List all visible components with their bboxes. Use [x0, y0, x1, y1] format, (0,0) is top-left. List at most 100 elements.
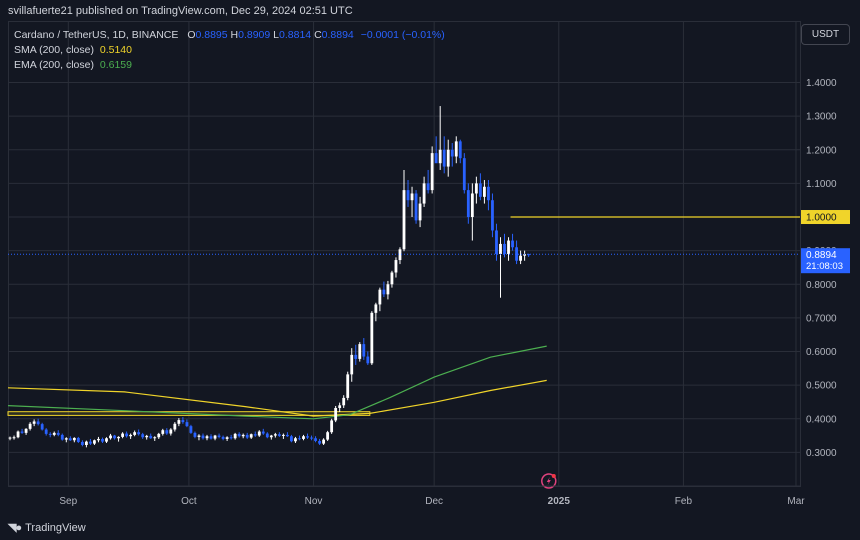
- ema-label: EMA (200, close): [14, 59, 94, 71]
- time-tick-label: Feb: [675, 496, 693, 507]
- low-value: 0.8814: [279, 29, 312, 41]
- candle-body: [189, 426, 193, 433]
- candle-body: [491, 200, 494, 231]
- event-dot: [551, 474, 556, 478]
- candle-body: [430, 153, 434, 191]
- candle-body: [342, 397, 346, 406]
- candle-body: [310, 437, 313, 439]
- candle-body: [253, 434, 257, 436]
- sma-line: [7, 379, 547, 417]
- ema-value: 0.6159: [99, 59, 132, 71]
- candle-body: [281, 434, 285, 436]
- events-lightning-icon: [541, 473, 557, 489]
- candle-body: [418, 203, 422, 221]
- price-tick-label: 0.5000: [806, 381, 837, 392]
- candle-body: [193, 432, 197, 437]
- candle-body: [374, 304, 378, 313]
- symbol-title[interactable]: Cardano / TetherUS, 1D, BINANCE: [14, 29, 179, 41]
- candle-body: [390, 272, 394, 285]
- candle-body: [109, 435, 112, 439]
- sma-row[interactable]: SMA (200, close) 0.5140: [14, 43, 445, 58]
- candle-body: [378, 289, 382, 305]
- publisher-text: svillafuerte21 published on TradingView.…: [8, 5, 353, 17]
- time-tick-label: 2025: [548, 496, 571, 507]
- candle-body: [446, 149, 450, 167]
- candle-body: [129, 434, 133, 437]
- ema-row[interactable]: EMA (200, close) 0.6159: [14, 58, 445, 73]
- candle-body: [511, 240, 514, 248]
- candle-body: [157, 433, 161, 438]
- candle-body: [117, 436, 120, 439]
- candle-body: [249, 434, 253, 438]
- price-tick-label: 0.4000: [806, 414, 837, 425]
- candle-body: [450, 149, 454, 157]
- candle-body: [294, 438, 297, 442]
- candle-body: [382, 289, 386, 295]
- candle-body: [68, 438, 72, 441]
- candle-body: [181, 420, 185, 423]
- candle-body: [93, 440, 96, 444]
- candle-body: [56, 432, 60, 435]
- candle-body: [458, 141, 462, 159]
- candle-body: [466, 190, 470, 218]
- time-tick-label: Oct: [181, 496, 197, 507]
- candle-body: [298, 438, 301, 440]
- candle-body: [8, 437, 12, 439]
- time-tick-label: Nov: [305, 496, 323, 507]
- candle-body: [89, 441, 92, 444]
- brand-name: TradingView: [25, 521, 86, 534]
- candle-body: [354, 354, 358, 359]
- candle-body: [495, 230, 498, 254]
- candle-body: [515, 247, 518, 261]
- candle-body: [48, 433, 52, 435]
- last-price-label: 0.8894: [806, 250, 837, 261]
- price-tick-label: 1.4000: [806, 78, 837, 89]
- candle-body: [225, 437, 229, 439]
- candle-body: [12, 437, 16, 439]
- sma-value: 0.5140: [99, 44, 132, 56]
- candle-body: [173, 423, 177, 430]
- candle-body: [121, 433, 124, 437]
- close-value: 0.8894: [321, 29, 354, 41]
- candle-body: [306, 436, 309, 438]
- candle-body: [97, 438, 100, 441]
- candle-body: [221, 436, 225, 439]
- candle-body: [523, 254, 527, 256]
- candle-body: [241, 434, 245, 437]
- candle-body: [76, 437, 80, 442]
- candle-body: [269, 435, 273, 438]
- candle-body: [410, 193, 414, 201]
- candle-body: [474, 183, 478, 194]
- tradingview-logo[interactable]: ◥● TradingView: [8, 521, 86, 535]
- candle-body: [318, 440, 321, 444]
- candle-body: [314, 438, 317, 441]
- price-tick-label: 0.7000: [806, 313, 837, 324]
- candle-body: [213, 435, 217, 439]
- time-tick-label: Sep: [59, 496, 77, 507]
- candle-body: [105, 438, 108, 442]
- last-price-tag: [801, 248, 850, 274]
- candle-body: [527, 254, 531, 256]
- symbol-row: Cardano / TetherUS, 1D, BINANCE O0.8895 …: [14, 28, 445, 43]
- candle-body: [334, 407, 338, 421]
- candle-body: [185, 422, 189, 427]
- time-tick-label: Mar: [787, 496, 805, 507]
- low-label: L: [273, 29, 280, 41]
- candle-body: [113, 435, 116, 439]
- candle-body: [80, 441, 84, 445]
- candle-body: [406, 190, 410, 201]
- candle-body: [137, 432, 141, 435]
- candle-body: [84, 441, 88, 445]
- high-label: H: [230, 29, 239, 41]
- currency-button[interactable]: USDT: [801, 24, 850, 45]
- candle-body: [478, 183, 482, 197]
- time-tick-label: Dec: [425, 496, 443, 507]
- candle-body: [52, 432, 56, 435]
- candle-body: [16, 431, 20, 438]
- candle-body: [40, 424, 44, 430]
- change-value: −0.0001 (−0.01%): [360, 29, 445, 41]
- candle-body: [201, 435, 205, 439]
- candle-body: [366, 356, 370, 364]
- candle-body: [197, 435, 201, 437]
